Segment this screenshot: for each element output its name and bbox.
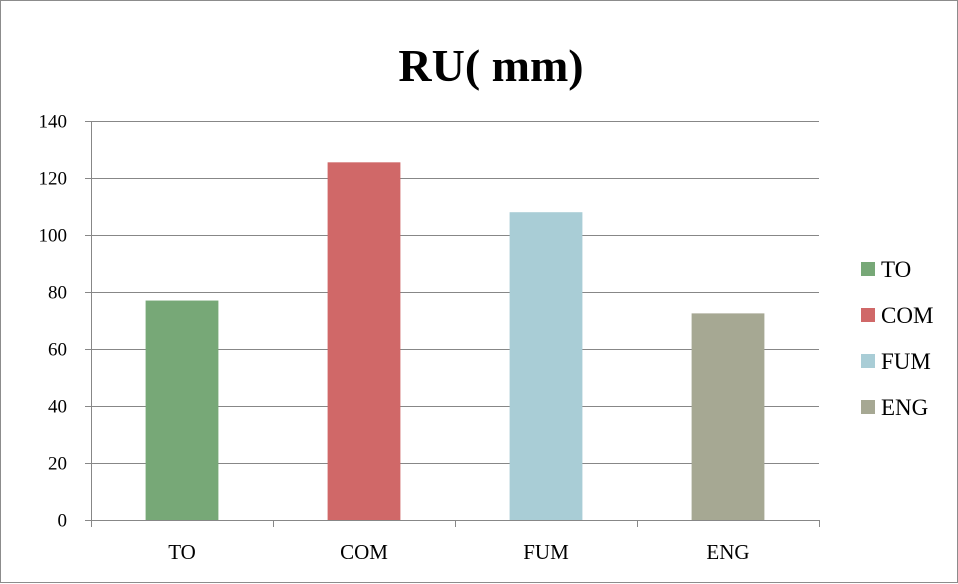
y-tick-label-80: 80 [48, 283, 67, 304]
y-tick-label-40: 40 [48, 397, 67, 418]
legend: TO COM FUM ENG [861, 257, 933, 420]
legend-swatch-fum [861, 354, 875, 368]
bar-eng [691, 313, 765, 520]
y-tick-label-140: 140 [39, 112, 68, 133]
x-tick-label-to: TO [168, 540, 196, 564]
y-tick-label-60: 60 [48, 340, 67, 361]
y-tick-label-0: 0 [58, 511, 68, 532]
x-tick-labels: TO COM FUM ENG [168, 540, 749, 564]
legend-label-fum: FUM [881, 349, 931, 374]
y-tick-label-120: 120 [39, 169, 68, 190]
bar-fum [509, 212, 583, 520]
legend-swatch-com [861, 308, 875, 322]
legend-swatch-eng [861, 400, 875, 414]
bar-to [145, 300, 219, 520]
legend-label-to: TO [881, 257, 911, 282]
bar-com [327, 162, 401, 520]
chart-title: RU( mm) [398, 40, 583, 91]
bars [145, 162, 765, 520]
legend-label-com: COM [881, 303, 933, 328]
x-tick-label-com: COM [340, 540, 388, 564]
legend-label-eng: ENG [881, 395, 928, 420]
axes [85, 121, 820, 527]
x-tick-label-fum: FUM [523, 540, 569, 564]
legend-swatch-to [861, 262, 875, 276]
x-tick-label-eng: ENG [706, 540, 749, 564]
y-tick-labels: 0 20 40 60 80 100 120 140 [39, 112, 68, 532]
y-tick-label-20: 20 [48, 454, 67, 475]
y-tick-label-100: 100 [39, 226, 68, 247]
